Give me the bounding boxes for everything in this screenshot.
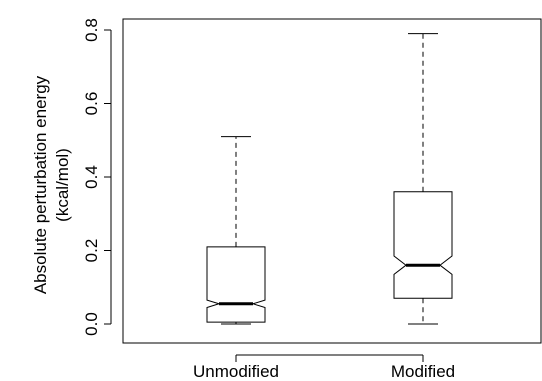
y-tick-label: 0.6 [82,92,101,116]
y-axis-title-line-2: (kcal/mol) [53,148,72,222]
y-tick-label: 0.8 [82,18,101,42]
y-axis-title: Absolute perturbation energy (kcal/mol) [31,75,72,294]
x-tick-label: Unmodified [193,362,279,381]
y-axis-title-line-1: Absolute perturbation energy [31,75,50,294]
box-body [393,191,453,299]
y-tick-label: 0.0 [82,312,101,336]
box-series [206,33,453,325]
y-tick-label: 0.4 [82,165,101,189]
box-unmodified [206,136,266,325]
plot-frame [122,18,542,344]
plot-border [122,18,542,344]
box-modified [393,33,453,325]
y-tick-label: 0.2 [82,239,101,263]
x-tick-label: Modified [391,362,455,381]
box-body [206,246,266,323]
y-axis: 0.0 0.2 0.4 0.6 0.8 [82,18,112,336]
x-axis: Unmodified Modified [193,354,455,381]
